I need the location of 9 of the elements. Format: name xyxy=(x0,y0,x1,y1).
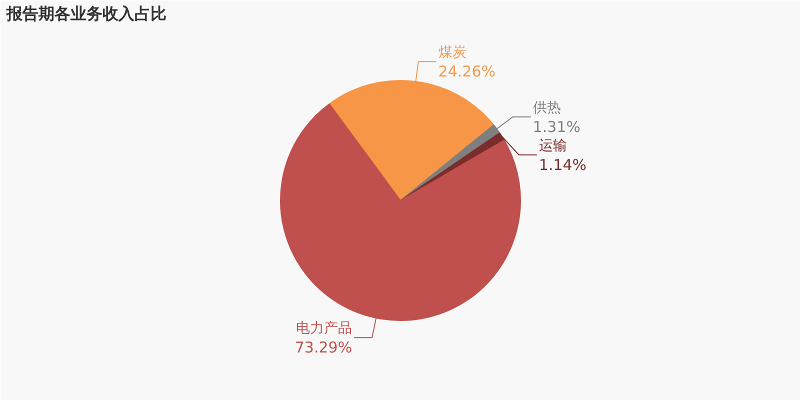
slice-label: 电力产品 xyxy=(296,320,352,337)
slice-label: 供热 xyxy=(532,100,561,116)
text: 报告期各业务收入占比 xyxy=(6,4,166,23)
data-label: 24.26% xyxy=(438,62,496,81)
slice-label: 运输 xyxy=(538,138,567,154)
slice-label: 煤炭 xyxy=(438,44,466,61)
data-label: 73.29% xyxy=(294,338,352,357)
data-label: 1.14% xyxy=(538,156,587,174)
data-label: 1.31% xyxy=(532,118,580,136)
